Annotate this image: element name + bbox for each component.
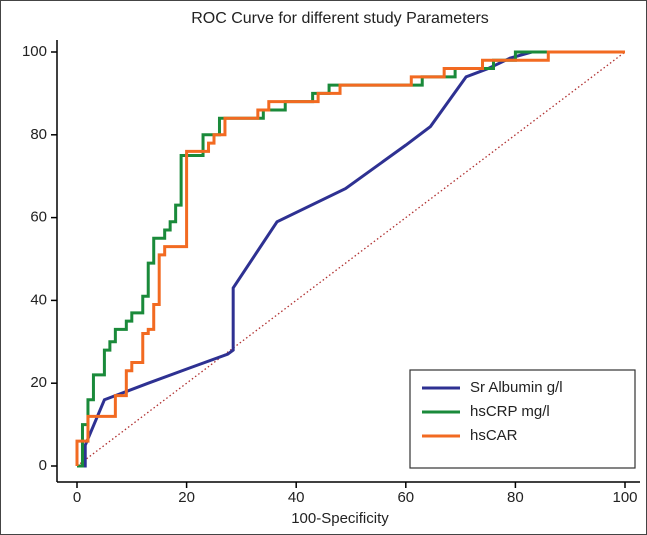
roc-line — [75, 50, 625, 466]
x-tick-label: 20 — [178, 489, 195, 506]
roc-line — [77, 50, 625, 468]
y-tick-label: 40 — [30, 291, 47, 308]
y-tick-label: 80 — [30, 126, 47, 143]
legend-box — [409, 369, 636, 469]
x-tick-label: 40 — [288, 489, 305, 506]
x-tick-label: 60 — [397, 489, 414, 506]
y-tick-label: 0 — [39, 457, 47, 474]
y-tick-label: 60 — [30, 209, 47, 226]
x-tick-label: 80 — [507, 489, 524, 506]
legend-label: hsCRP mg/l — [470, 403, 550, 420]
y-tick-label: 100 — [22, 43, 47, 60]
legend-label: Sr Albumin g/l — [470, 379, 563, 396]
chart-title: ROC Curve for different study Parameters — [191, 10, 489, 27]
x-tick-label: 0 — [73, 489, 81, 506]
x-axis-label: 100-Specificity — [291, 510, 389, 527]
legend-label: hsCAR — [470, 427, 518, 444]
y-tick-label: 20 — [30, 374, 47, 391]
x-tick-label: 100 — [612, 489, 637, 506]
reference-line — [76, 51, 626, 467]
